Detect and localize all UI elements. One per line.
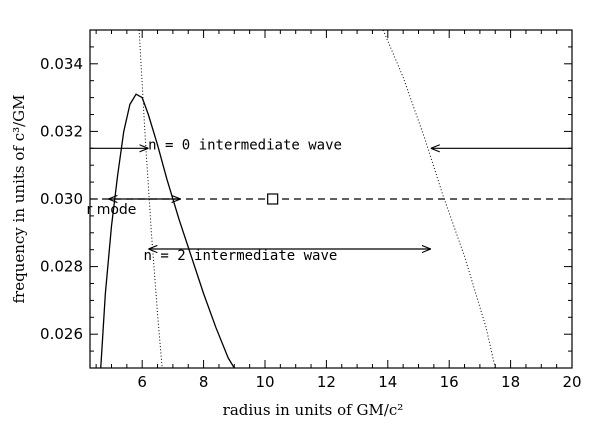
y-tick-label: 0.028 bbox=[40, 258, 83, 276]
series-line-3-dotted bbox=[382, 30, 496, 368]
y-tick-label: 0.034 bbox=[40, 55, 83, 73]
annotation-label-3: n = 2 intermediate wave bbox=[143, 248, 337, 264]
annotation-layer: n = 0 intermediate wave r mode n = 2 inter… bbox=[87, 138, 342, 264]
annotation-label-1: n = 0 intermediate wave bbox=[148, 138, 342, 154]
square-marker-1 bbox=[267, 193, 279, 205]
series-line-1-solid bbox=[100, 93, 235, 368]
marker-layer bbox=[267, 193, 279, 205]
x-tick-label: 6 bbox=[137, 373, 147, 391]
x-tick-label: 12 bbox=[317, 373, 336, 391]
x-axis-title: radius in units of GM/c² bbox=[223, 401, 404, 419]
x-tick-label: 18 bbox=[501, 373, 520, 391]
arrow-layer bbox=[90, 148, 572, 249]
y-tick-label: 0.032 bbox=[40, 122, 83, 140]
y-tick-label: 0.026 bbox=[40, 325, 83, 343]
x-tick-label: 14 bbox=[378, 373, 397, 391]
plot-area bbox=[89, 29, 573, 369]
series-layer bbox=[90, 30, 572, 368]
y-axis-title: frequency in units of c³/GM bbox=[10, 94, 28, 303]
x-tick-label: 10 bbox=[255, 373, 274, 391]
x-tick-label: 16 bbox=[440, 373, 459, 391]
x-axis-ticks: 6 8 10 12 14 16 18 20 bbox=[95, 30, 582, 391]
y-tick-label: 0.030 bbox=[40, 190, 83, 208]
x-tick-label: 20 bbox=[562, 373, 581, 391]
y-axis-ticks: 0.026 0.028 0.030 0.032 0.034 bbox=[40, 46, 572, 352]
annotation-label-2: r mode bbox=[87, 202, 137, 218]
x-tick-label: 8 bbox=[199, 373, 209, 391]
